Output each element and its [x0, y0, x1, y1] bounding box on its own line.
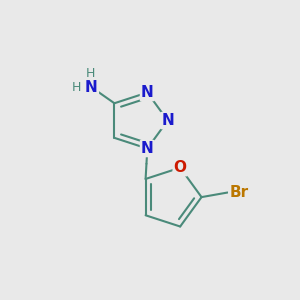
Text: Br: Br — [229, 185, 248, 200]
Text: N: N — [85, 80, 98, 95]
Text: N: N — [141, 141, 154, 156]
Text: O: O — [174, 160, 187, 175]
Text: H: H — [71, 81, 81, 94]
Text: N: N — [161, 113, 174, 128]
Text: H: H — [85, 67, 95, 80]
Text: N: N — [141, 85, 154, 100]
